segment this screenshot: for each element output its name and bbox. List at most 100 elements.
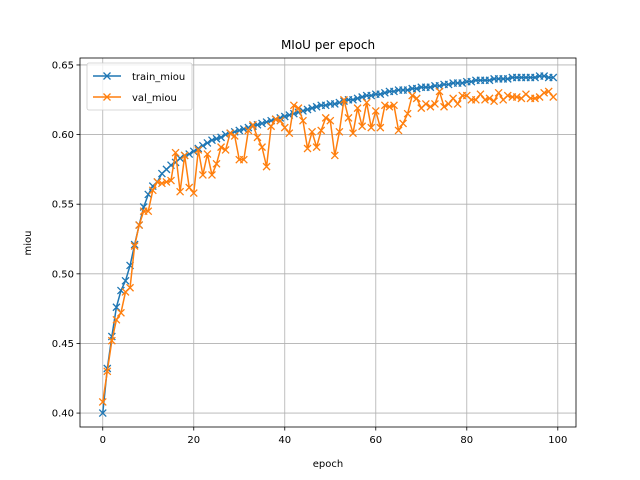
data-point-val_miou	[512, 93, 521, 101]
data-point-val_miou	[130, 242, 139, 250]
data-point-val_miou	[299, 116, 307, 125]
data-point-val_miou	[371, 106, 380, 115]
data-point-val_miou	[408, 91, 417, 100]
data-point-train_miou	[376, 90, 385, 99]
data-point-train_miou	[412, 84, 421, 93]
data-point-val_miou	[280, 123, 289, 132]
data-point-train_miou	[353, 94, 362, 103]
data-point-val_miou	[153, 177, 162, 186]
data-point-val_miou	[394, 126, 403, 135]
x-tick-label: 80	[460, 435, 473, 446]
data-point-val_miou	[276, 116, 285, 125]
data-point-val_miou	[148, 186, 157, 195]
data-point-val_miou	[116, 308, 125, 317]
data-point-train_miou	[426, 83, 435, 92]
data-point-val_miou	[303, 144, 312, 153]
data-point-val_miou	[485, 94, 494, 103]
data-point-train_miou	[217, 133, 226, 142]
data-point-train_miou	[121, 276, 130, 285]
data-point-train_miou	[330, 99, 339, 108]
data-point-train_miou	[116, 286, 125, 295]
data-point-train_miou	[349, 95, 357, 104]
data-point-val_miou	[126, 283, 135, 292]
data-point-val_miou	[321, 113, 330, 122]
data-point-val_miou	[490, 97, 499, 106]
data-point-val_miou	[135, 221, 144, 230]
data-point-val_miou	[258, 143, 266, 152]
legend-entry-val: val_miou	[93, 93, 177, 104]
data-point-val_miou	[339, 95, 348, 104]
legend-marker-val	[103, 93, 111, 101]
y-tick-label: 0.50	[52, 269, 74, 280]
data-point-train_miou	[485, 76, 494, 85]
data-point-train_miou	[244, 123, 253, 132]
data-point-train_miou	[335, 98, 344, 107]
data-point-train_miou	[189, 147, 198, 156]
data-point-train_miou	[321, 101, 330, 110]
data-point-val_miou	[435, 87, 444, 96]
data-point-val_miou	[171, 148, 180, 157]
data-point-val_miou	[239, 155, 248, 164]
data-point-val_miou	[157, 179, 166, 188]
data-point-val_miou	[289, 101, 298, 110]
data-point-val_miou	[376, 123, 385, 132]
data-point-val_miou	[471, 95, 480, 104]
data-point-train_miou	[194, 144, 203, 153]
data-point-val_miou	[217, 143, 226, 152]
data-point-val_miou	[176, 187, 185, 196]
y-tick-label: 0.55	[52, 200, 74, 211]
data-point-val_miou	[167, 176, 175, 185]
series-train_miou	[98, 72, 558, 418]
data-point-train_miou	[239, 125, 248, 133]
y-tick-label: 0.65	[52, 60, 74, 71]
legend-label-val: val_miou	[132, 93, 177, 104]
data-point-val_miou	[494, 88, 503, 97]
x-tick-label: 0	[100, 435, 106, 446]
data-point-train_miou	[258, 119, 266, 128]
data-point-val_miou	[262, 162, 271, 171]
data-point-val_miou	[390, 101, 398, 110]
data-point-train_miou	[358, 93, 367, 101]
legend: train_miou val_miou	[86, 62, 193, 111]
data-point-val_miou	[208, 171, 216, 179]
data-point-train_miou	[203, 138, 212, 147]
data-point-val_miou	[412, 94, 421, 103]
data-point-val_miou	[503, 91, 512, 100]
data-point-val_miou	[271, 115, 280, 124]
data-point-train_miou	[367, 91, 376, 100]
legend-box	[86, 62, 193, 111]
y-axis-label: miou	[23, 231, 34, 256]
y-tick-label: 0.45	[52, 339, 74, 350]
data-point-train_miou	[503, 74, 512, 83]
data-point-val_miou	[189, 189, 198, 198]
data-point-val_miou	[544, 87, 553, 96]
data-point-val_miou	[362, 98, 371, 107]
data-point-train_miou	[549, 73, 558, 82]
data-point-val_miou	[312, 143, 321, 152]
ticks: 0 20 40 60 80 100 0.40 0.45 0.50 0.55 0.60 0.65	[52, 60, 568, 446]
data-point-val_miou	[367, 123, 376, 132]
y-tick-label: 0.40	[52, 409, 74, 420]
data-point-val_miou	[440, 102, 448, 111]
legend-entry-train: train_miou	[93, 72, 185, 83]
data-point-val_miou	[330, 151, 339, 160]
data-point-train_miou	[467, 77, 476, 86]
data-point-val_miou	[335, 127, 344, 136]
data-point-val_miou	[112, 315, 121, 324]
data-point-train_miou	[390, 87, 398, 96]
plot-area	[80, 58, 576, 427]
data-point-train_miou	[98, 409, 107, 418]
data-point-val_miou	[430, 99, 439, 108]
data-point-val_miou	[358, 122, 367, 131]
data-point-val_miou	[385, 102, 394, 111]
data-point-val_miou	[212, 159, 221, 168]
data-point-train_miou	[303, 105, 312, 114]
data-point-val_miou	[98, 397, 107, 406]
data-point-train_miou	[540, 72, 549, 81]
data-point-val_miou	[326, 116, 335, 125]
data-point-train_miou	[212, 134, 221, 143]
data-point-val_miou	[426, 102, 435, 111]
data-point-train_miou	[112, 303, 121, 312]
data-point-val_miou	[230, 132, 239, 140]
data-point-val_miou	[103, 367, 112, 376]
